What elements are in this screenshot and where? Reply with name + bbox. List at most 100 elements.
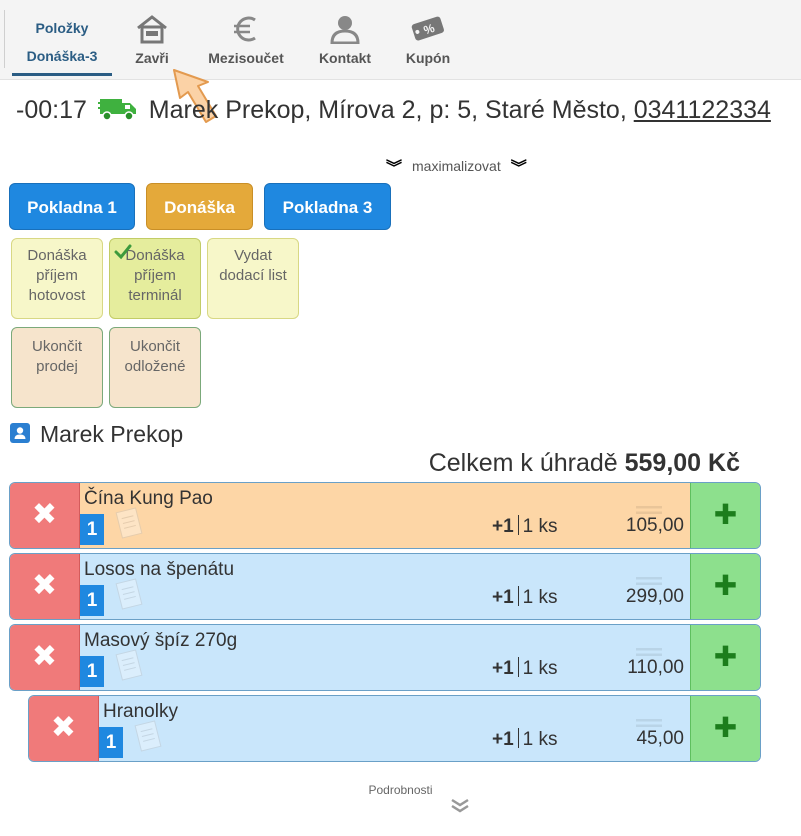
plus-icon: ✚ [713, 640, 738, 672]
note-icon [115, 507, 143, 539]
quantity-value: 1 ks [522, 587, 558, 608]
plus-icon: ✚ [713, 498, 738, 530]
drag-handle-icon[interactable] [636, 576, 662, 586]
order-total: Celkem k úhradě 559,00 Kč [429, 449, 740, 478]
tab-subtitle: Donáška-3 [26, 48, 98, 64]
drag-handle-icon[interactable] [636, 647, 662, 657]
order-header: -00:17 Marek Prekop, Mírova 2, p: 5, Sta… [16, 96, 771, 125]
contact-button[interactable]: Kontakt [312, 10, 378, 70]
issue-delivery-note-tile[interactable]: Vydat dodací list [207, 238, 299, 319]
add-item-button[interactable]: ✚ [690, 554, 760, 619]
coupon-percent-glyph: % [422, 21, 437, 38]
customer-name-row: Marek Prekop [10, 421, 183, 448]
coupon-button[interactable]: % Kupón [396, 10, 460, 70]
order-timer: -00:17 [16, 96, 87, 124]
customer-name: Marek Prekop [40, 421, 184, 447]
item-price: 110,00 [627, 657, 684, 678]
tile-label-line: příjem [134, 267, 176, 284]
drag-handle-icon[interactable] [636, 718, 662, 728]
close-button-label: Zavři [135, 50, 169, 66]
note-icon [115, 649, 143, 681]
delivery-terminal-payment-tile[interactable]: Donáška příjem terminál [109, 238, 201, 319]
register-1-button[interactable]: Pokladna 1 [9, 183, 135, 230]
top-toolbar: Položky Donáška-3 Zavři Mezisoučet Konta… [0, 0, 801, 80]
maximize-toggle[interactable]: ︾ maximalizovat ︾ [376, 154, 537, 178]
delete-item-button[interactable]: ✖ [10, 483, 80, 548]
user-icon [330, 16, 360, 44]
item-body[interactable]: Čína Kung Pao 1 +1 1 ks 105,00 [80, 483, 690, 548]
order-item-row: ✖ Losos na špenátu 1 +1 1 ks 299,00 ✚ [9, 553, 761, 620]
item-name: Hranolky [103, 701, 178, 722]
checkmark-icon [114, 244, 132, 260]
tile-label-line: Vydat [234, 247, 272, 264]
tutorial-arrow-icon [173, 69, 217, 123]
drag-handle-icon[interactable] [636, 505, 662, 515]
item-name: Masový špíz 270g [84, 630, 238, 651]
tile-label-line: Ukončit [129, 338, 181, 355]
order-item-row: ✖ Čína Kung Pao 1 +1 1 ks 105,00 ✚ [9, 482, 761, 549]
item-body[interactable]: Losos na špenátu 1 +1 1 ks 299,00 [80, 554, 690, 619]
chevron-down-icon: ︾ [510, 160, 527, 177]
euro-icon [234, 16, 256, 42]
item-price: 299,00 [625, 586, 684, 607]
close-icon: ✖ [31, 497, 58, 531]
quantity-step: +1 [492, 729, 514, 750]
item-course-badge: 1 [80, 656, 104, 687]
item-course-badge: 1 [80, 514, 104, 545]
details-label: Podrobnosti [368, 783, 433, 797]
delivery-truck-icon [97, 99, 136, 121]
delete-item-button[interactable]: ✖ [10, 625, 80, 690]
register-delivery-button[interactable]: Donáška [146, 183, 253, 230]
maximize-label: maximalizovat [412, 158, 501, 174]
item-course-badge: 1 [99, 727, 123, 758]
item-name: Čína Kung Pao [84, 488, 213, 509]
coupon-button-label: Kupón [405, 50, 451, 66]
customer-address: Marek Prekop, Mírova 2, p: 5, Staré Měst… [148, 96, 627, 124]
close-icon: ✖ [31, 639, 58, 673]
total-label: Celkem k úhradě [428, 449, 618, 477]
tile-label-line: terminál [128, 287, 182, 304]
delete-item-button[interactable]: ✖ [10, 554, 80, 619]
tile-label-line: Donáška [125, 247, 185, 264]
close-button[interactable]: Zavři [122, 10, 182, 70]
item-price: 105,00 [625, 515, 684, 536]
quantity-value: 1 ks [522, 729, 558, 750]
close-icon: ✖ [50, 710, 77, 744]
order-item-row: ✖ Masový špíz 270g 1 +1 1 ks 110,00 ✚ [9, 624, 761, 691]
item-quantity[interactable]: +1 1 ks [492, 657, 558, 680]
quantity-step: +1 [492, 587, 514, 608]
plus-icon: ✚ [713, 711, 738, 743]
tab-active-underline [12, 73, 112, 76]
delivery-cash-payment-tile[interactable]: Donáška příjem hotovost [11, 238, 103, 319]
coupon-icon: % [411, 16, 444, 41]
customer-phone-link[interactable]: 0341122334 [633, 96, 771, 124]
tab-items-delivery[interactable]: Položky Donáška-3 [12, 8, 112, 76]
quantity-step: +1 [492, 658, 514, 679]
delete-item-button[interactable]: ✖ [29, 696, 99, 761]
chevron-down-icon: ︾ [386, 160, 403, 177]
tile-label-line: Ukončit [31, 338, 83, 355]
tab-title: Položky [35, 20, 89, 36]
plus-icon: ✚ [713, 569, 738, 601]
register-3-button[interactable]: Pokladna 3 [264, 183, 391, 230]
subtotal-button[interactable]: Mezisoučet [200, 10, 292, 70]
note-icon [134, 720, 162, 752]
tile-label-line: odložené [124, 358, 186, 375]
end-sale-tile[interactable]: Ukončit prodej [11, 327, 103, 408]
note-icon [115, 578, 143, 610]
item-quantity[interactable]: +1 1 ks [492, 728, 558, 751]
add-item-button[interactable]: ✚ [690, 625, 760, 690]
item-body[interactable]: Hranolky 1 +1 1 ks 45,00 [99, 696, 690, 761]
details-toggle[interactable]: Podrobnosti [0, 783, 801, 813]
home-icon [137, 15, 167, 44]
item-quantity[interactable]: +1 1 ks [492, 515, 558, 538]
item-price: 45,00 [636, 728, 684, 749]
item-course-badge: 1 [80, 585, 104, 616]
item-quantity[interactable]: +1 1 ks [492, 586, 558, 609]
add-item-button[interactable]: ✚ [690, 483, 760, 548]
item-body[interactable]: Masový špíz 270g 1 +1 1 ks 110,00 [80, 625, 690, 690]
tile-label-line: prodej [36, 358, 78, 375]
add-item-button[interactable]: ✚ [690, 696, 760, 761]
end-deferred-tile[interactable]: Ukončit odložené [109, 327, 201, 408]
chevron-double-down-icon [451, 798, 469, 813]
